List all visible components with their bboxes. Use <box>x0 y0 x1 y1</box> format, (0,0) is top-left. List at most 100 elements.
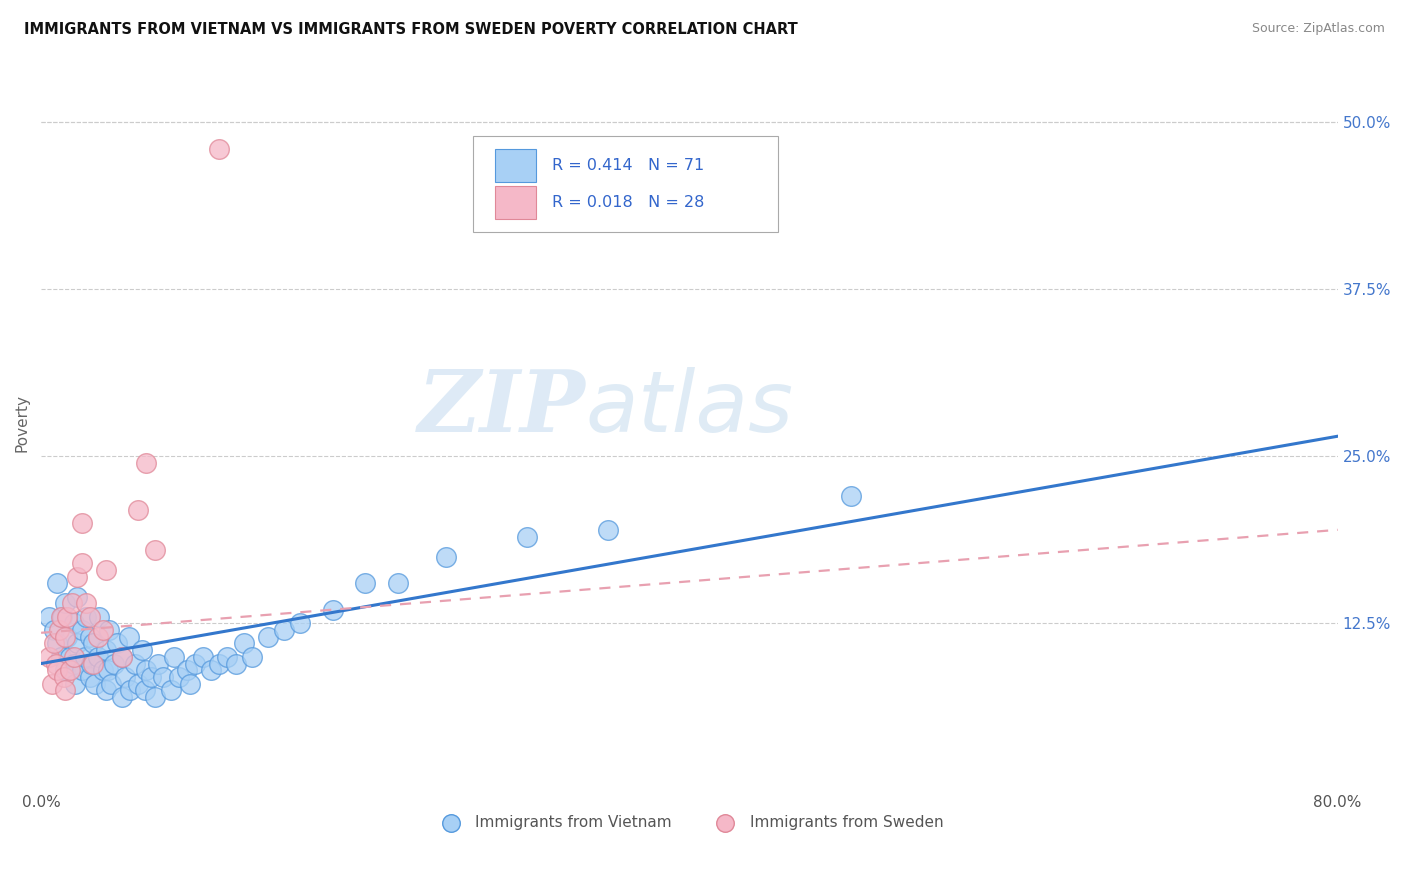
FancyBboxPatch shape <box>495 186 536 219</box>
Point <box>46 663 69 677</box>
Point <box>49 609 72 624</box>
Point <box>79 670 101 684</box>
Point <box>322 603 344 617</box>
Point <box>96 663 118 677</box>
Point <box>82 636 104 650</box>
Point <box>240 649 263 664</box>
Point <box>55 630 77 644</box>
Point <box>273 623 295 637</box>
Point <box>124 657 146 671</box>
Point <box>46 636 69 650</box>
Point <box>70 663 93 677</box>
Point <box>117 630 139 644</box>
Point <box>62 657 84 671</box>
Point <box>111 690 134 704</box>
Point <box>42 636 65 650</box>
Point <box>387 576 409 591</box>
Point <box>91 623 114 637</box>
Point <box>114 670 136 684</box>
Text: R = 0.018   N = 28: R = 0.018 N = 28 <box>553 194 704 210</box>
Point <box>176 663 198 677</box>
Point <box>62 616 84 631</box>
Point <box>66 636 89 650</box>
Point <box>91 663 114 677</box>
Point <box>111 649 134 664</box>
Text: ZIP: ZIP <box>418 367 586 450</box>
Point <box>434 549 457 564</box>
Point <box>66 590 89 604</box>
Point <box>120 683 142 698</box>
Point <box>41 676 63 690</box>
Point <box>208 142 231 156</box>
Point <box>232 636 254 650</box>
Text: R = 0.414   N = 71: R = 0.414 N = 71 <box>553 158 704 173</box>
Point <box>159 683 181 698</box>
Point <box>131 643 153 657</box>
Point <box>94 683 117 698</box>
Point <box>70 516 93 530</box>
Text: IMMIGRANTS FROM VIETNAM VS IMMIGRANTS FROM SWEDEN POVERTY CORRELATION CHART: IMMIGRANTS FROM VIETNAM VS IMMIGRANTS FR… <box>24 22 797 37</box>
Point <box>217 649 239 664</box>
Point <box>46 576 69 591</box>
Point <box>63 676 86 690</box>
Point <box>89 609 111 624</box>
Point <box>127 676 149 690</box>
Point <box>62 649 84 664</box>
Text: atlas: atlas <box>586 367 793 450</box>
Point <box>257 630 280 644</box>
Point <box>354 576 377 591</box>
Point <box>516 529 538 543</box>
Point <box>87 630 110 644</box>
Point <box>70 556 93 570</box>
FancyBboxPatch shape <box>472 136 778 232</box>
Text: Source: ZipAtlas.com: Source: ZipAtlas.com <box>1251 22 1385 36</box>
Point <box>225 657 247 671</box>
FancyBboxPatch shape <box>495 149 536 182</box>
Point <box>146 657 169 671</box>
Point <box>184 657 207 671</box>
Y-axis label: Poverty: Poverty <box>15 394 30 452</box>
Point <box>66 569 89 583</box>
Point <box>48 623 70 637</box>
Point <box>83 676 105 690</box>
Point <box>179 676 201 690</box>
Point <box>100 676 122 690</box>
Point <box>135 663 157 677</box>
Point <box>76 609 98 624</box>
Point <box>290 616 312 631</box>
Point <box>98 623 121 637</box>
Point <box>79 609 101 624</box>
Point <box>94 643 117 657</box>
Point <box>94 563 117 577</box>
Point <box>163 649 186 664</box>
Point <box>55 683 77 698</box>
Point <box>70 623 93 637</box>
Point <box>135 456 157 470</box>
Point <box>73 649 96 664</box>
Point <box>111 649 134 664</box>
Point <box>38 649 60 664</box>
Point <box>80 657 103 671</box>
Point <box>42 623 65 637</box>
Point <box>105 636 128 650</box>
Point <box>82 657 104 671</box>
Point <box>38 609 60 624</box>
Point <box>45 657 67 671</box>
Legend: Immigrants from Vietnam, Immigrants from Sweden: Immigrants from Vietnam, Immigrants from… <box>429 809 949 836</box>
Point <box>127 503 149 517</box>
Point <box>103 657 125 671</box>
Point <box>200 663 222 677</box>
Point <box>841 490 863 504</box>
Point <box>55 663 77 677</box>
Point <box>52 670 75 684</box>
Point <box>76 596 98 610</box>
Point <box>598 523 620 537</box>
Point <box>87 649 110 664</box>
Point <box>141 670 163 684</box>
Point <box>167 670 190 684</box>
Point <box>143 690 166 704</box>
Point <box>208 657 231 671</box>
Point <box>49 649 72 664</box>
Point <box>51 609 73 624</box>
Point <box>55 596 77 610</box>
